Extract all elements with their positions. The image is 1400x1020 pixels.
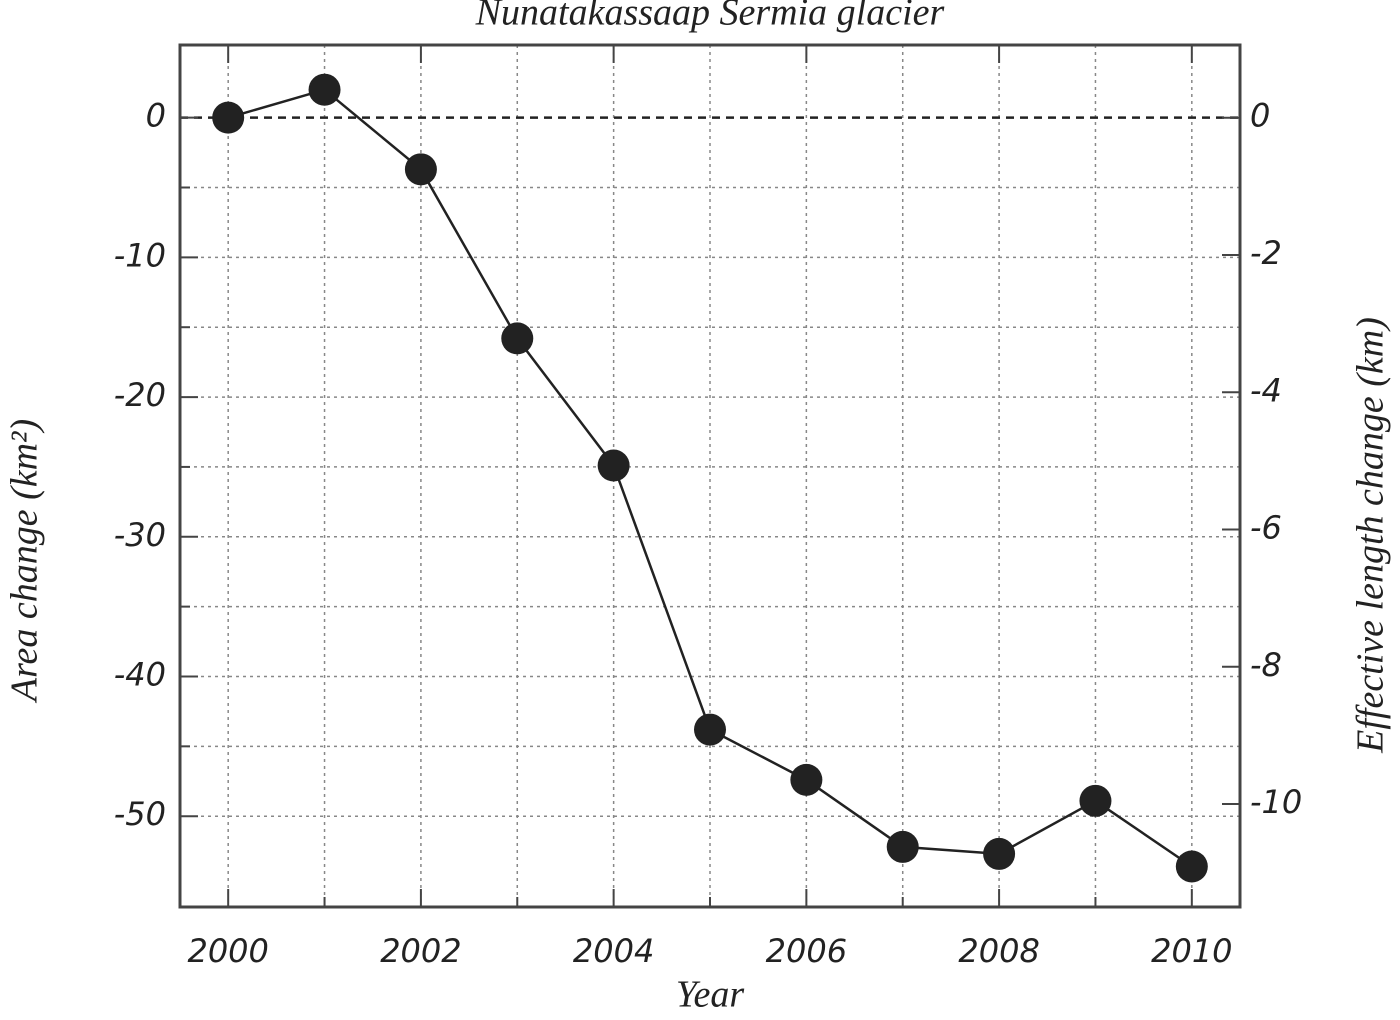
y2-tick-label: -10	[1250, 783, 1302, 821]
data-point	[886, 830, 919, 863]
y2-axis-label: Effective length change (km)	[1350, 317, 1392, 754]
data-point	[501, 322, 534, 355]
x-tick-label: 2006	[766, 932, 847, 970]
x-tick-label: 2004	[573, 932, 654, 970]
data-point	[790, 763, 823, 796]
y2-tick-label: -2	[1250, 234, 1282, 272]
x-tick-label: 2000	[187, 932, 268, 970]
y2-tick-label: 0	[1250, 97, 1270, 135]
data-point	[1175, 850, 1208, 883]
x-tick-label: 2008	[958, 932, 1039, 970]
data-point	[308, 73, 341, 106]
y-tick-label: -50	[114, 795, 166, 833]
x-tick-label: 2002	[380, 932, 461, 970]
plot-frame	[178, 43, 1242, 909]
y2-tick-label: -4	[1250, 371, 1282, 409]
y2-tick-label: -8	[1250, 646, 1282, 684]
data-point	[1079, 784, 1112, 817]
data-point	[212, 101, 245, 134]
x-axis-label: Year	[676, 974, 745, 1016]
y-tick-label: -10	[114, 236, 166, 274]
y-tick-label: 0	[146, 97, 166, 135]
y-tick-label: -30	[114, 516, 166, 554]
y-tick-label: -40	[114, 655, 166, 693]
chart-title: Nunatakassaap Sermia glacier	[475, 0, 945, 34]
data-point	[597, 449, 630, 482]
y2-tick-label: -6	[1250, 509, 1282, 547]
y-axis-label: Area change (km²)	[4, 419, 46, 704]
data-point	[983, 837, 1016, 870]
data-point	[694, 713, 726, 746]
y-tick-label: -20	[114, 376, 166, 414]
data-point	[404, 153, 437, 186]
x-tick-label: 2010	[1151, 932, 1232, 970]
